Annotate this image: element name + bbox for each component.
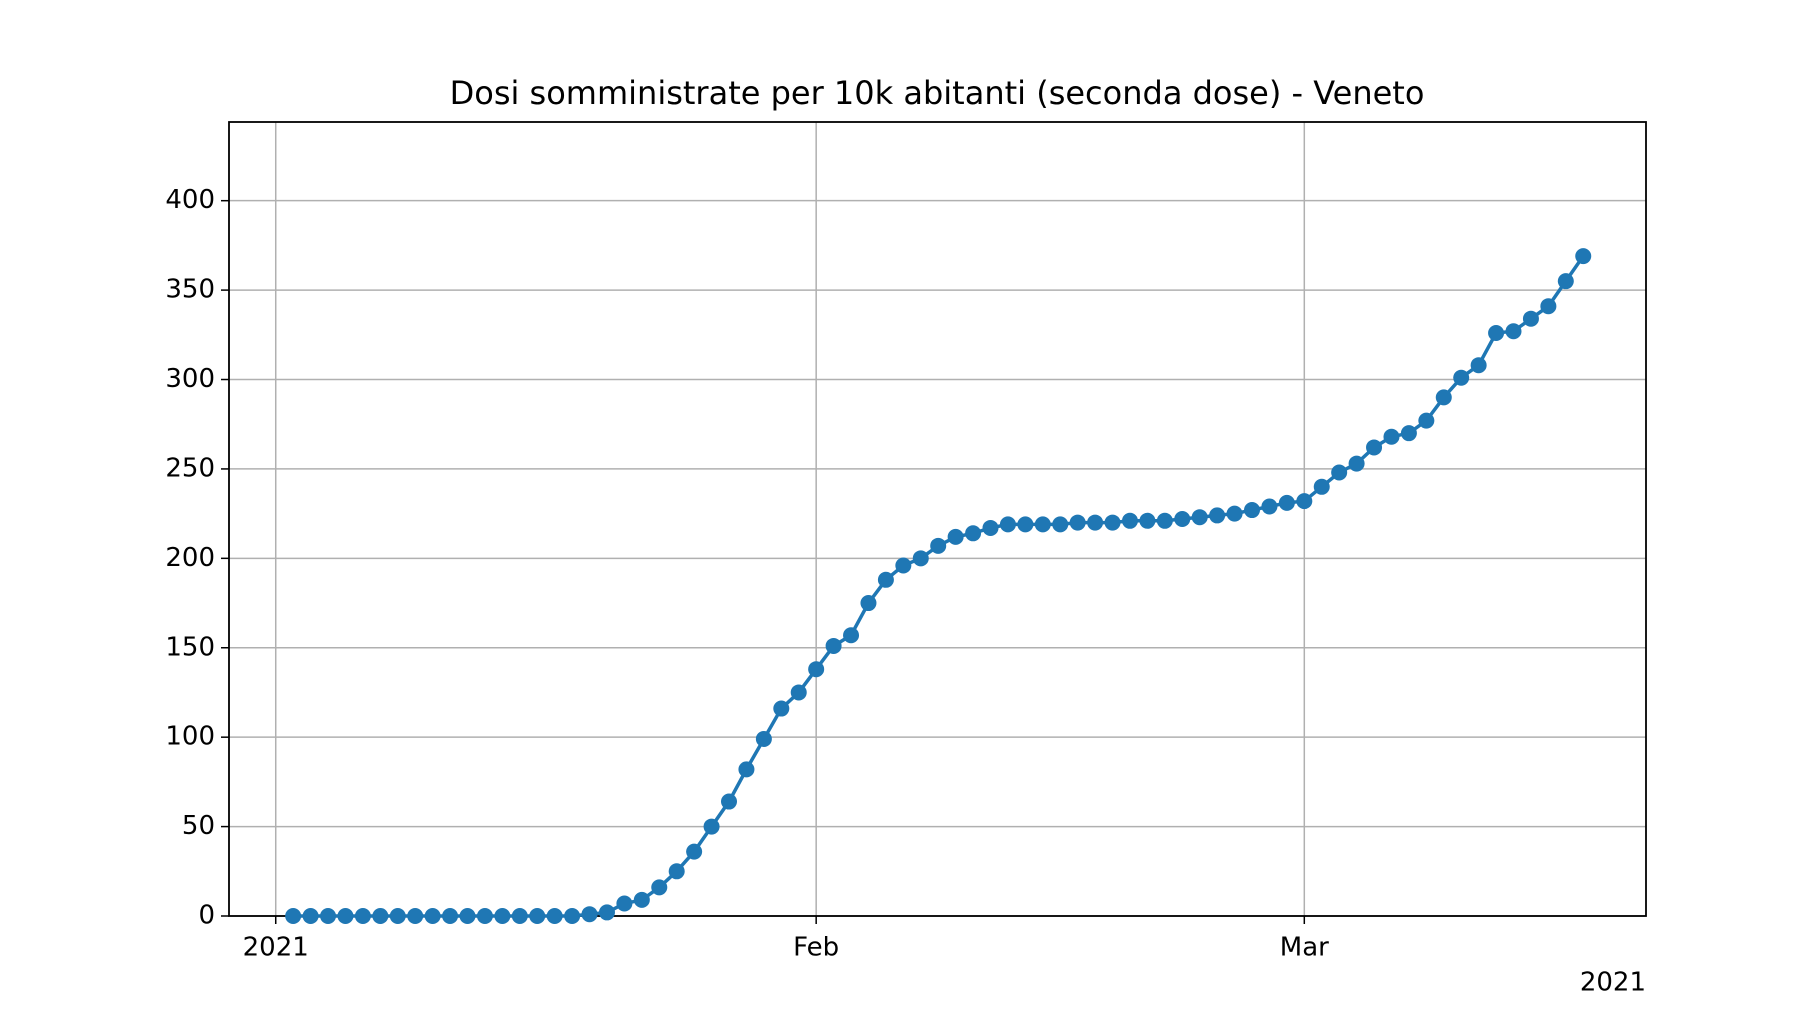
data-point: [1540, 298, 1557, 315]
y-tick-label: 400: [165, 185, 215, 215]
data-point: [1244, 502, 1261, 519]
data-point: [825, 637, 842, 654]
data-point: [808, 661, 825, 678]
data-point: [476, 908, 493, 924]
data-point: [407, 908, 424, 924]
x-tick-label: Feb: [793, 933, 839, 963]
data-point: [459, 908, 476, 924]
data-point: [1366, 439, 1383, 456]
data-point: [668, 863, 685, 880]
y-tick-label: 50: [182, 811, 215, 841]
data-point: [895, 557, 912, 574]
data-point: [442, 908, 459, 924]
data-point: [529, 908, 546, 924]
data-point: [1139, 512, 1156, 529]
data-point: [1261, 498, 1278, 515]
data-point: [546, 908, 563, 924]
data-point: [738, 761, 755, 778]
data-point: [860, 595, 877, 612]
data-point: [1156, 512, 1173, 529]
data-point: [651, 879, 668, 896]
data-point: [616, 895, 633, 912]
series-line: [293, 255, 1585, 918]
data-point: [686, 843, 703, 860]
data-point: [703, 818, 720, 835]
data-point: [598, 904, 615, 921]
data-point: [965, 525, 982, 542]
data-point: [337, 908, 354, 924]
data-point: [511, 908, 528, 924]
data-point: [1505, 323, 1522, 340]
x-offset-label: 2021: [1580, 968, 1646, 998]
data-point: [1191, 509, 1208, 526]
x-tick-label: 2021: [243, 933, 309, 963]
data-point: [1052, 516, 1069, 533]
data-point: [1383, 428, 1400, 445]
data-point: [930, 537, 947, 554]
data-point: [1348, 455, 1365, 472]
y-tick-label: 350: [165, 275, 215, 305]
y-tick-label: 250: [165, 453, 215, 483]
data-point: [1453, 369, 1470, 386]
data-point: [494, 908, 511, 924]
data-point: [302, 908, 319, 924]
data-point: [1121, 512, 1138, 529]
data-point: [354, 908, 371, 924]
data-point: [1174, 511, 1191, 527]
data-point: [773, 700, 790, 717]
data-point: [1034, 516, 1051, 533]
data-point: [982, 519, 999, 536]
data-point: [1331, 464, 1348, 481]
data-point: [790, 684, 807, 701]
y-tick-label: 200: [165, 543, 215, 573]
data-point: [1296, 493, 1313, 510]
data-point: [1278, 494, 1295, 511]
data-point: [1209, 507, 1226, 524]
y-tick-label: 150: [165, 632, 215, 662]
y-tick-label: 100: [165, 722, 215, 752]
data-point: [320, 908, 337, 924]
data-point: [947, 528, 964, 545]
data-point: [1313, 478, 1330, 495]
data-point: [1418, 412, 1435, 429]
data-point: [1522, 310, 1539, 327]
chart-title: Dosi somministrate per 10k abitanti (sec…: [450, 74, 1425, 112]
data-point: [1575, 248, 1592, 265]
data-point: [1435, 389, 1452, 406]
data-point: [755, 730, 772, 747]
data-point: [1104, 514, 1121, 531]
data-point: [1488, 325, 1505, 342]
data-point: [564, 908, 581, 924]
y-tick-label: 0: [198, 901, 215, 931]
data-point: [877, 571, 894, 588]
data-point: [843, 627, 860, 644]
y-tick-label: 300: [165, 364, 215, 394]
data-point: [1470, 357, 1487, 374]
data-point: [424, 908, 441, 924]
data-point: [1557, 273, 1574, 290]
data-point: [285, 908, 302, 924]
data-point: [1069, 514, 1086, 531]
data-point: [581, 906, 598, 923]
data-point: [1400, 425, 1417, 442]
data-point: [999, 516, 1016, 533]
data-point: [1017, 516, 1034, 533]
data-point: [1087, 514, 1104, 531]
data-point: [633, 891, 650, 908]
data-point: [1226, 505, 1243, 522]
data-point: [912, 550, 929, 567]
x-tick-label: Mar: [1280, 933, 1329, 963]
plot-frame: [228, 121, 1647, 917]
data-point: [721, 793, 738, 810]
data-point: [389, 908, 406, 924]
data-point: [372, 908, 389, 924]
